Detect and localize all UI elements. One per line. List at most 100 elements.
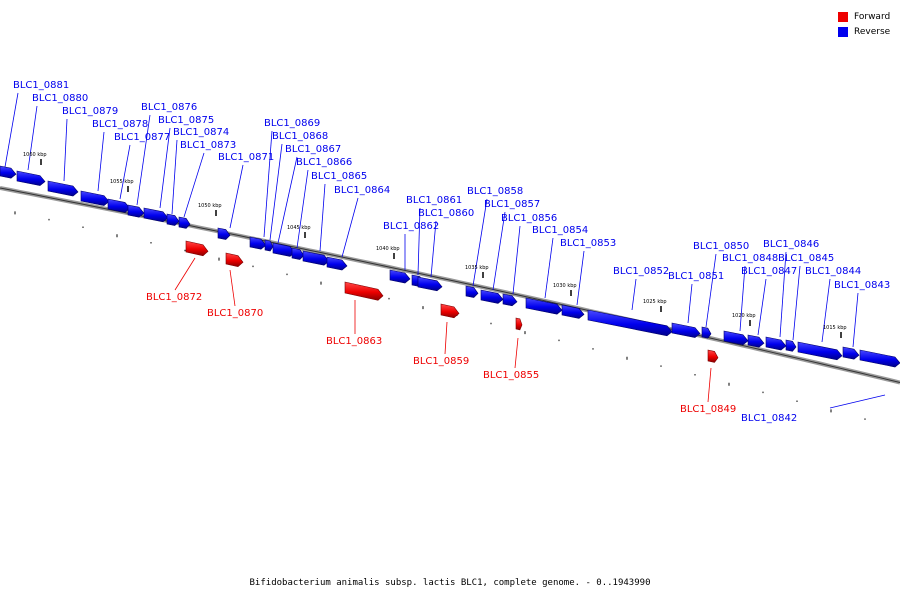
kbp-label: 1025 kbp [643, 299, 667, 305]
leader-blc1-0851 [687, 283, 693, 324]
gene-label-blc1-0856: BLC1_0856 [501, 213, 557, 224]
leader-blc1-0864 [341, 197, 359, 258]
legend-forward-label: Forward [854, 11, 891, 22]
label-leader-lines [4, 92, 886, 409]
gene-label-blc1-0847: BLC1_0847 [741, 266, 797, 277]
gene-label-blc1-0846: BLC1_0846 [763, 239, 819, 250]
gene-label-blc1-0867: BLC1_0867 [285, 144, 341, 155]
gene-label-blc1-0864: BLC1_0864 [334, 185, 390, 196]
gene-label-blc1-0845: BLC1_0845 [778, 253, 834, 264]
leader-blc1-0865 [319, 183, 326, 252]
gene-label-blc1-0858: BLC1_0858 [467, 186, 523, 197]
kbp-label: 1060 kbp [23, 152, 47, 158]
gene-blc1-0850-glyph [701, 326, 712, 339]
gene-blc1-0868-glyph [264, 239, 274, 252]
genome-caption: Bifidobacterium animalis subsp. lactis B… [249, 578, 651, 588]
leader-blc1-0852 [631, 278, 637, 311]
gene-blc1-0880-glyph [16, 170, 46, 186]
forward-swatch-icon [838, 11, 848, 22]
legend-forward: Forward [838, 9, 890, 24]
gene-blc1-0845-glyph [785, 339, 797, 352]
kbp-label: 1035 kbp [465, 265, 489, 271]
kbp-label: 1030 kbp [553, 283, 577, 289]
kbp-label: 1045 kbp [287, 225, 311, 231]
gene-label-blc1-0866: BLC1_0866 [296, 157, 352, 168]
gene-blc1-0856-glyph [502, 293, 518, 307]
gene-blc1-0843-glyph [842, 346, 860, 360]
gene-blc1-0844-glyph [797, 341, 843, 361]
kbp-label: 1055 kbp [110, 179, 134, 185]
leader-blc1-0877 [119, 144, 131, 200]
leader-blc1-0845 [792, 265, 801, 341]
gene-blc1-0870-glyph [225, 252, 244, 267]
gene-blc1-0854-glyph [525, 297, 563, 315]
gene-label-blc1-0871: BLC1_0871 [218, 152, 274, 163]
leader-blc1-0879 [63, 118, 68, 182]
gene-label-blc1-0879: BLC1_0879 [62, 106, 118, 117]
leader-blc1-0849 [707, 367, 712, 403]
leader-blc1-0872 [174, 257, 196, 291]
gene-blc1-0869-glyph [249, 236, 267, 250]
gene-blc1-0853-glyph [561, 304, 585, 319]
gene-blc1-0877-glyph [107, 198, 131, 213]
gene-label-blc1-0860: BLC1_0860 [418, 208, 474, 219]
gene-label-blc1-0868: BLC1_0868 [272, 131, 328, 142]
gene-blc1-0860-glyph [417, 276, 443, 292]
gene-label-blc1-0869: BLC1_0869 [264, 118, 320, 129]
leader-blc1-0848 [739, 265, 746, 332]
leader-blc1-0871 [229, 164, 244, 229]
gene-blc1-0842-glyph [859, 349, 900, 368]
gene-label-blc1-0859: BLC1_0859 [413, 356, 469, 367]
gene-label-blc1-0875: BLC1_0875 [158, 115, 214, 126]
gene-label-blc1-0848: BLC1_0848 [722, 253, 778, 264]
gene-label-blc1-0849: BLC1_0849 [680, 404, 736, 415]
gene-blc1-0846-glyph [765, 336, 787, 351]
gene-blc1-0851-glyph [671, 322, 701, 338]
gene-features [0, 165, 900, 368]
gene-label-blc1-0852: BLC1_0852 [613, 266, 669, 277]
leader-blc1-0847 [757, 278, 767, 336]
gene-blc1-0864-glyph [326, 256, 348, 271]
gene-blc1-0859-glyph [440, 303, 460, 319]
gene-blc1-0878-glyph [80, 190, 110, 206]
gene-label-blc1-0877: BLC1_0877 [114, 132, 170, 143]
gene-label-blc1-0873: BLC1_0873 [180, 140, 236, 151]
gene-label-blc1-0853: BLC1_0853 [560, 238, 616, 249]
gene-label-blc1-0876: BLC1_0876 [141, 102, 197, 113]
leader-blc1-0868 [269, 143, 283, 241]
gene-label-blc1-0843: BLC1_0843 [834, 280, 890, 291]
gene-blc1-0847-glyph [747, 334, 765, 348]
kbp-label: 1050 kbp [198, 203, 222, 209]
gene-label-blc1-0842: BLC1_0842 [741, 413, 797, 424]
gene-label-blc1-0862: BLC1_0862 [383, 221, 439, 232]
gene-label-blc1-0878: BLC1_0878 [92, 119, 148, 130]
gene-blc1-0863-glyph [344, 281, 384, 301]
leader-blc1-0874 [171, 139, 178, 215]
gene-label-blc1-0844: BLC1_0844 [805, 266, 861, 277]
kbp-labels: 1060 kbp 1055 kbp 1050 kbp 1045 kbp 1040 kbp… [23, 152, 847, 338]
leader-blc1-0876 [136, 114, 151, 206]
leader-blc1-0859 [444, 321, 448, 355]
gene-label-blc1-0870: BLC1_0870 [207, 308, 263, 319]
gene-label-blc1-0865: BLC1_0865 [311, 171, 367, 182]
leader-blc1-0870 [229, 269, 236, 307]
gene-labels: BLC1_0881 BLC1_0880 BLC1_0879 BLC1_0878 BLC1… [13, 80, 890, 424]
gene-label-blc1-0854: BLC1_0854 [532, 225, 588, 236]
leader-blc1-0858 [472, 198, 488, 287]
gene-label-blc1-0850: BLC1_0850 [693, 241, 749, 252]
gene-blc1-0862-glyph [389, 269, 411, 284]
gene-blc1-0848-glyph [723, 330, 749, 346]
gene-blc1-0849-glyph [707, 349, 719, 363]
gene-blc1-0881-glyph [0, 165, 17, 179]
kbp-label: 1020 kbp [732, 313, 756, 319]
strand-legend: Forward Reverse [838, 9, 890, 39]
gene-label-blc1-0851: BLC1_0851 [668, 271, 724, 282]
leader-blc1-0880 [27, 105, 38, 171]
gene-label-blc1-0863: BLC1_0863 [326, 336, 382, 347]
reverse-swatch-icon [838, 26, 848, 37]
gene-label-blc1-0874: BLC1_0874 [173, 127, 229, 138]
leader-blc1-0843 [852, 292, 859, 348]
leader-blc1-0878 [97, 131, 105, 192]
